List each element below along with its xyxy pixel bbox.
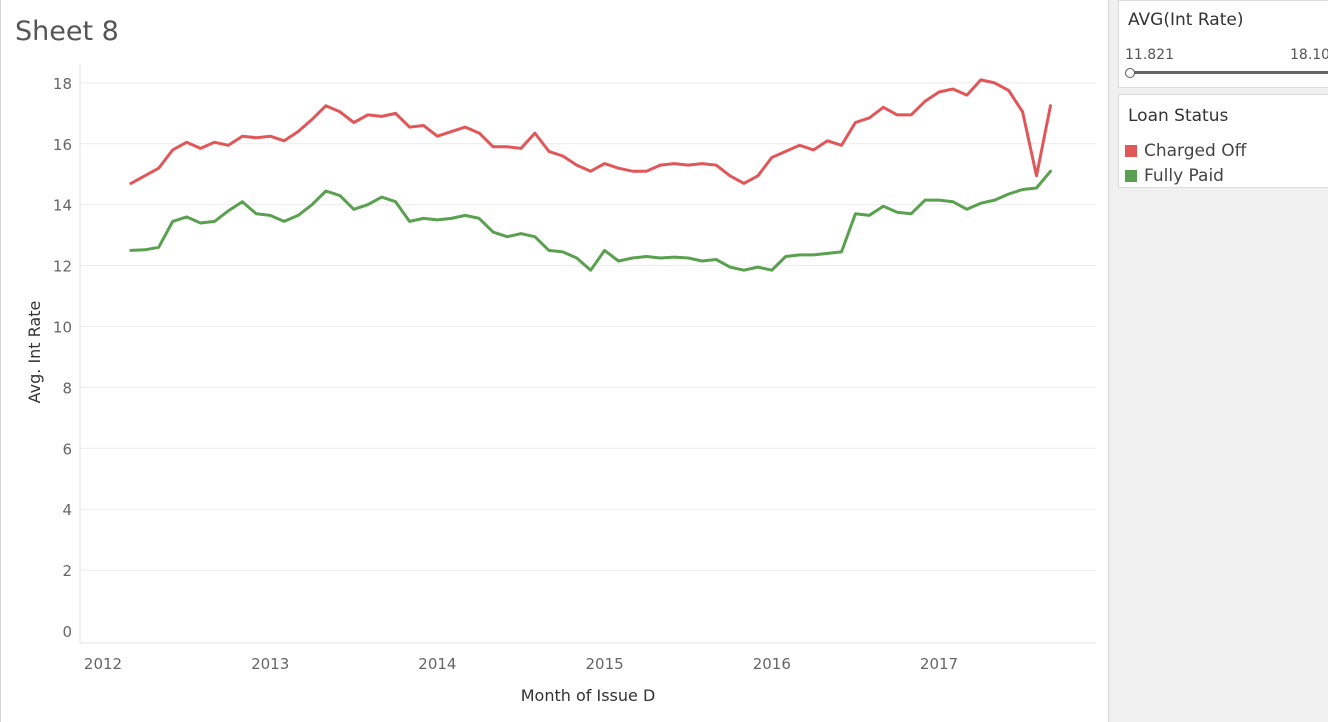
y-tick-label: 8 bbox=[62, 379, 72, 397]
y-tick-label: 12 bbox=[53, 258, 72, 276]
loan-status-legend: Loan Status Charged Off Fully Paid bbox=[1118, 94, 1328, 188]
legend-label-charged-off: Charged Off bbox=[1144, 141, 1247, 161]
x-tick-label: 2014 bbox=[418, 655, 456, 673]
x-tick-label: 2017 bbox=[920, 655, 958, 673]
filter-title: AVG(Int Rate) bbox=[1128, 10, 1244, 30]
y-tick-label: 14 bbox=[53, 197, 72, 215]
x-tick-label: 2013 bbox=[251, 655, 289, 673]
y-tick-label: 16 bbox=[53, 136, 72, 154]
y-tick-label: 4 bbox=[62, 501, 72, 519]
series-line-fully-paid[interactable] bbox=[129, 169, 1052, 272]
x-axis-label: Month of Issue D bbox=[521, 686, 656, 705]
legend-item-fully-paid[interactable]: Fully Paid bbox=[1125, 166, 1224, 186]
legend-title: Loan Status bbox=[1128, 106, 1229, 126]
range-min-value: 11.821 bbox=[1125, 47, 1174, 63]
range-slider-handle[interactable] bbox=[1125, 68, 1135, 78]
side-panel: AVG(Int Rate) 11.821 18.10 Loan Status C… bbox=[1108, 0, 1328, 722]
grid-lines bbox=[80, 82, 1096, 571]
y-tick-label: 10 bbox=[53, 319, 72, 337]
x-tick-label: 2015 bbox=[586, 655, 624, 673]
y-tick-label: 18 bbox=[53, 75, 72, 93]
y-tick-label: 2 bbox=[62, 562, 72, 580]
series-line-charged-off[interactable] bbox=[129, 78, 1052, 185]
axes: 0 2 4 6 8 10 12 14 16 18 2012 2013 2014 2015 2016 2017 bbox=[53, 64, 1096, 673]
range-max-value: 18.10 bbox=[1290, 47, 1328, 63]
legend-item-charged-off[interactable]: Charged Off bbox=[1125, 141, 1246, 161]
int-rate-filter-card: AVG(Int Rate) 11.821 18.10 bbox=[1118, 0, 1328, 88]
y-tick-label: 6 bbox=[62, 440, 72, 458]
range-slider-track[interactable] bbox=[1129, 71, 1328, 74]
charged-off-swatch bbox=[1125, 145, 1137, 157]
legend-label-fully-paid: Fully Paid bbox=[1144, 166, 1224, 186]
fully-paid-swatch bbox=[1125, 170, 1137, 182]
x-tick-label: 2012 bbox=[84, 655, 122, 673]
sheet-title: Sheet 8 bbox=[15, 16, 119, 47]
x-tick-label: 2016 bbox=[753, 655, 791, 673]
y-tick-label: 0 bbox=[62, 623, 72, 641]
series-lines bbox=[129, 78, 1052, 272]
left-border bbox=[0, 0, 1, 722]
y-axis-label: Avg. Int Rate bbox=[25, 301, 44, 404]
